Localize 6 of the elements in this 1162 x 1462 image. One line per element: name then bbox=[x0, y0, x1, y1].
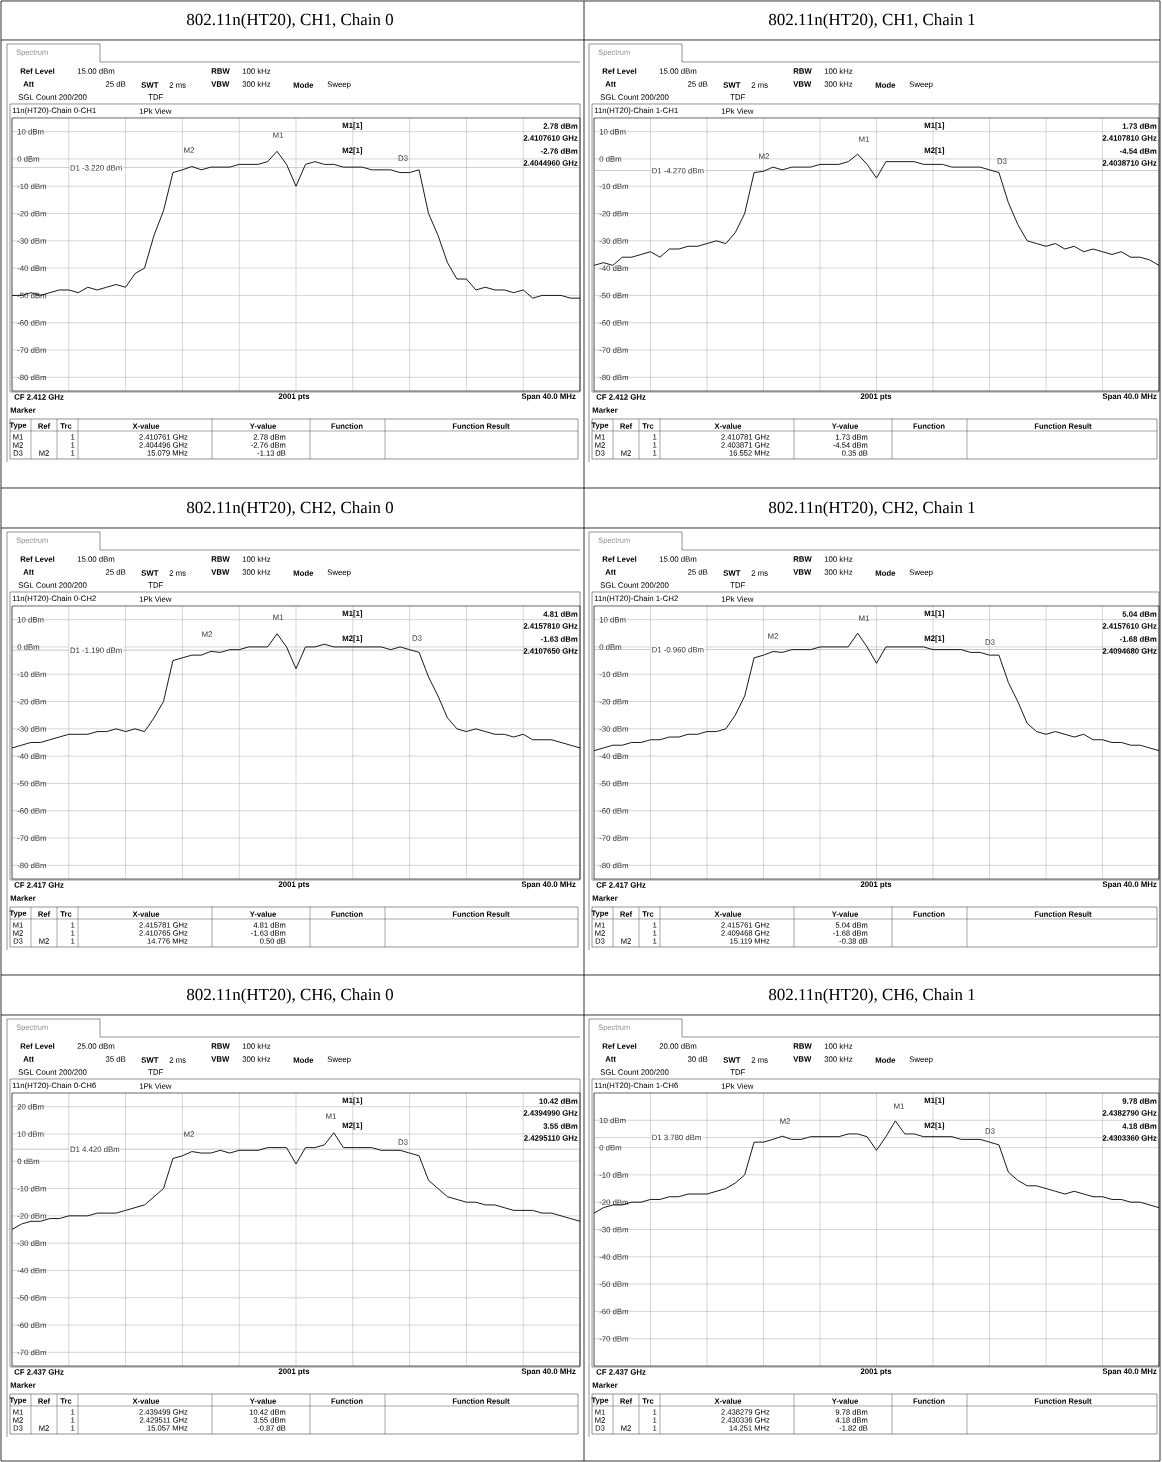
chart-title: 802.11n(HT20), CH1, Chain 0 bbox=[186, 13, 393, 29]
chart-title: 802.11n(HT20), CH2, Chain 0 bbox=[186, 501, 393, 517]
chart-title: 802.11n(HT20), CH2, Chain 1 bbox=[768, 501, 975, 517]
chart-title: 802.11n(HT20), CH6, Chain 0 bbox=[186, 988, 393, 1004]
chart-title: 802.11n(HT20), CH1, Chain 1 bbox=[768, 13, 975, 29]
chart-title: 802.11n(HT20), CH6, Chain 1 bbox=[768, 988, 975, 1004]
